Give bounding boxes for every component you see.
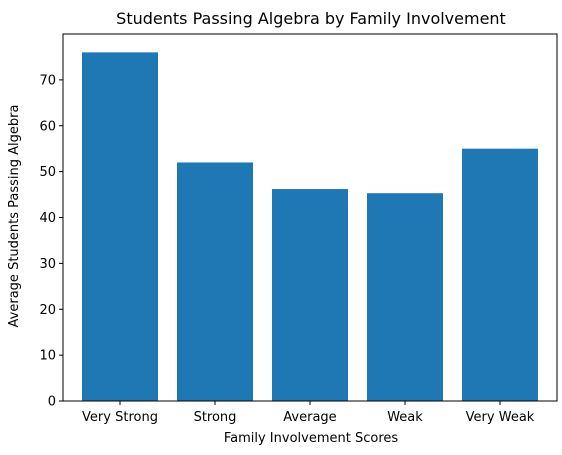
y-tick-label: 0 [48,395,56,410]
chart-title: Students Passing Algebra by Family Invol… [116,9,506,28]
y-tick-label: 60 [39,119,56,134]
x-tick-label: Strong [194,410,237,425]
bar-weak [367,193,443,401]
x-tick-label: Very Weak [466,410,535,425]
bar-strong [177,162,253,401]
y-tick-label: 70 [39,73,56,88]
x-tick-label: Average [283,410,336,425]
x-tick-label: Very Strong [82,410,158,425]
plot-frame [62,33,558,402]
bar-average [272,189,348,401]
bar-very-weak [462,148,538,401]
y-tick-label: 10 [39,349,56,364]
bar-very-strong [82,52,158,401]
y-tick-label: 50 [39,165,56,180]
plot-area: Very Strong Strong Average Weak Very Weak 0 10… [39,33,558,425]
y-axis-label: Average Students Passing Algebra [7,105,22,328]
y-tick-label: 40 [39,211,56,226]
y-tick-label: 30 [39,257,56,272]
x-tick-label: Weak [387,410,423,425]
x-axis-label: Family Involvement Scores [224,431,399,446]
y-tick-label: 20 [39,303,56,318]
